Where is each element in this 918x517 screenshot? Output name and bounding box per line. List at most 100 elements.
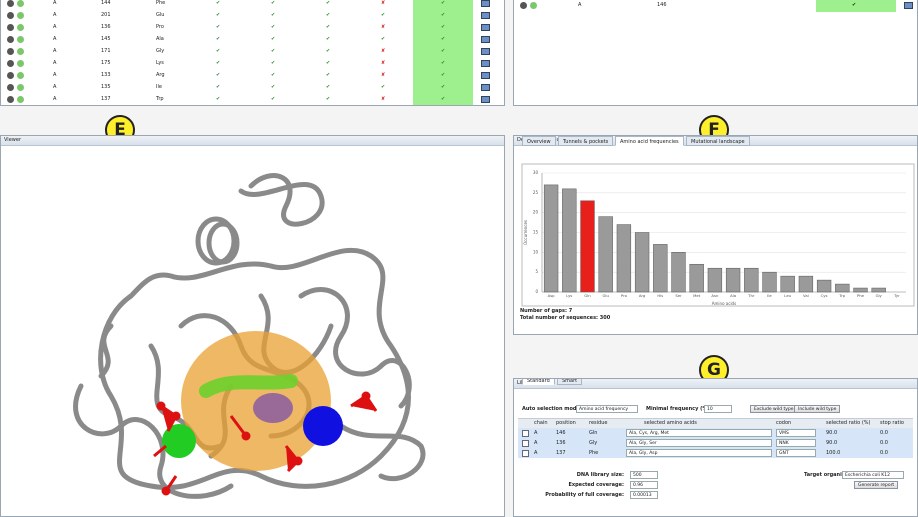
check-mark: ✘ bbox=[381, 24, 386, 30]
check-mark: ✔ bbox=[441, 96, 446, 102]
eye-icon bbox=[7, 24, 14, 31]
field-label: Expected coverage: bbox=[568, 482, 624, 488]
position: 137 bbox=[101, 96, 111, 102]
check-mark: ✔ bbox=[852, 2, 857, 8]
cell: 146 bbox=[556, 430, 566, 436]
residue: Gly bbox=[156, 48, 165, 54]
button[interactable]: Generate report bbox=[854, 481, 899, 489]
cell: A bbox=[534, 430, 538, 436]
status-icon bbox=[17, 60, 24, 67]
cell: 0.0 bbox=[880, 430, 888, 436]
button[interactable]: Exclude wild type bbox=[750, 405, 798, 413]
check-mark: ✘ bbox=[381, 48, 386, 54]
x-tick-label: His bbox=[657, 293, 663, 298]
check-mark: ✔ bbox=[326, 96, 331, 102]
check-mark: ✔ bbox=[381, 12, 386, 18]
residue: Phe bbox=[156, 0, 166, 6]
gaps-text: Number of gaps: 7 bbox=[520, 308, 573, 314]
check-mark: ✔ bbox=[441, 36, 446, 42]
position: 144 bbox=[101, 0, 111, 6]
check-mark: ✔ bbox=[326, 0, 331, 6]
column-header: position bbox=[556, 420, 576, 426]
position: 146 bbox=[657, 2, 667, 8]
check-mark: ✔ bbox=[271, 84, 276, 90]
bar bbox=[744, 267, 759, 293]
detail-icon bbox=[481, 12, 490, 19]
amino-acid-input: Ala, Gly, Asp bbox=[626, 449, 772, 457]
cell: 136 bbox=[556, 440, 566, 446]
eye-icon bbox=[7, 12, 14, 19]
field-label: Minimal frequency (%): bbox=[646, 406, 712, 412]
bar bbox=[562, 188, 577, 293]
status-icon bbox=[17, 36, 24, 43]
residue: Glu bbox=[156, 12, 165, 18]
chain: A bbox=[53, 12, 57, 18]
residue: Lys bbox=[156, 60, 164, 66]
bar bbox=[671, 252, 686, 293]
bar bbox=[580, 200, 595, 293]
x-tick-label: Gly bbox=[876, 293, 883, 298]
check-mark: ✔ bbox=[381, 84, 386, 90]
check-mark: ✔ bbox=[271, 96, 276, 102]
check-mark: ✔ bbox=[326, 84, 331, 90]
codon-select: GNT bbox=[776, 449, 816, 457]
column-header: chain bbox=[534, 420, 548, 426]
bar bbox=[798, 275, 814, 293]
cell: Gly bbox=[589, 440, 598, 446]
bar bbox=[780, 275, 795, 293]
chain: A bbox=[53, 96, 57, 102]
tab[interactable]: Standard bbox=[522, 379, 555, 385]
check-mark: ✔ bbox=[326, 60, 331, 66]
check-mark: ✔ bbox=[271, 0, 276, 6]
check-mark: ✔ bbox=[441, 12, 446, 18]
check-mark: ✔ bbox=[381, 36, 386, 42]
x-tick-label: Gln bbox=[584, 293, 591, 298]
status-icon bbox=[17, 84, 24, 91]
y-tick-label: 25 bbox=[533, 190, 539, 195]
codon-select: NNK bbox=[776, 439, 816, 447]
details-panel: Details for residue A:146 Gln 0510152025… bbox=[513, 135, 918, 335]
tab[interactable]: Mutational landscape bbox=[686, 136, 750, 146]
check-mark: ✔ bbox=[216, 60, 221, 66]
cell: 0.0 bbox=[880, 450, 888, 456]
check-mark: ✘ bbox=[381, 96, 386, 102]
residue: Ala bbox=[156, 36, 164, 42]
x-tick-label: Pro bbox=[621, 293, 628, 298]
x-tick-label: Arg bbox=[639, 293, 646, 298]
column-header: selected ratio (%) bbox=[826, 420, 871, 426]
check-mark: ✔ bbox=[271, 36, 276, 42]
cell: Gln bbox=[589, 430, 598, 436]
tab[interactable]: Overview bbox=[522, 136, 556, 146]
x-axis-title: Amino acids bbox=[712, 301, 736, 306]
chain: A bbox=[53, 36, 57, 42]
tab[interactable]: Amino acid frequencies bbox=[615, 136, 684, 146]
status-icon bbox=[17, 0, 24, 7]
detail-icon bbox=[481, 72, 490, 79]
cell: A bbox=[534, 450, 538, 456]
amino-acid-input: Ala, Cys, Arg, Met bbox=[626, 429, 772, 437]
column-header: residue bbox=[589, 420, 608, 426]
eye-icon bbox=[7, 72, 14, 79]
x-tick-label: Ala bbox=[730, 293, 736, 298]
checkbox bbox=[522, 440, 529, 447]
bar bbox=[835, 283, 850, 293]
eye-icon bbox=[7, 0, 14, 7]
button[interactable]: Include wild type bbox=[794, 405, 841, 413]
status-icon bbox=[17, 12, 24, 19]
detail-icon bbox=[481, 84, 490, 91]
frequency-chart: 0 5 10 15 20 25 30 Occurrences Amino acids Asp Lys… bbox=[521, 163, 915, 307]
bar bbox=[725, 267, 741, 293]
check-mark: ✔ bbox=[441, 60, 446, 66]
detail-icon bbox=[481, 96, 490, 103]
check-mark: ✔ bbox=[441, 84, 446, 90]
detail-icon bbox=[481, 60, 490, 67]
detail-icon bbox=[481, 24, 490, 31]
bar bbox=[871, 287, 886, 293]
x-tick-label: Met bbox=[693, 293, 701, 298]
x-tick-label: Tyr bbox=[893, 293, 900, 298]
bar bbox=[598, 216, 613, 293]
tab[interactable]: Smart bbox=[557, 379, 583, 385]
tab[interactable]: Tunnels & pockets bbox=[558, 136, 614, 146]
protein-view[interactable] bbox=[1, 146, 505, 517]
status-icon bbox=[17, 72, 24, 79]
